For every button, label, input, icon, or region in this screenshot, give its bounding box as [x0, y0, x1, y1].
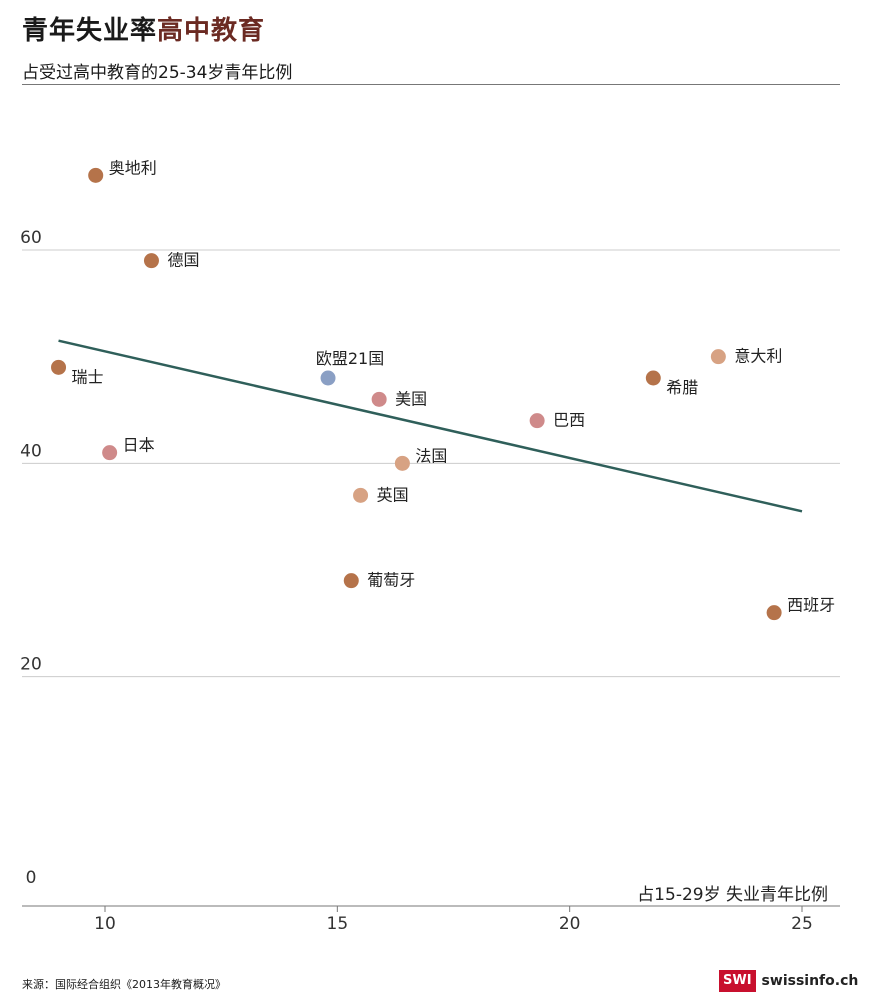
data-point	[88, 167, 104, 183]
chart-title: 青年失业率高中教育	[22, 10, 265, 47]
logo-mark: SWI	[719, 970, 756, 992]
data-point	[645, 370, 661, 386]
y-tick-label: 40	[20, 441, 42, 461]
point-label: 日本	[123, 436, 155, 455]
point-label: 巴西	[553, 411, 585, 430]
data-point	[766, 605, 782, 621]
data-point	[394, 455, 410, 471]
y-tick-label: 20	[20, 655, 42, 675]
point-label: 美国	[395, 389, 427, 408]
x-tick-label: 20	[559, 914, 581, 934]
point-label: 欧盟21国	[316, 349, 384, 368]
data-point	[102, 445, 118, 461]
source-note: 来源：国际经合组织《2013年教育概况》	[22, 978, 226, 991]
point-label: 德国	[167, 251, 199, 270]
data-point	[143, 253, 159, 269]
data-point	[710, 349, 726, 365]
data-point	[353, 487, 369, 503]
chart-subtitle: 占受过高中教育的25-34岁青年比例	[22, 63, 293, 83]
logo-text: swissinfo.ch	[761, 973, 859, 989]
x-tick-label: 25	[791, 914, 813, 934]
trend-line	[58, 339, 803, 513]
x-tick-label: 15	[327, 914, 349, 934]
point-label: 葡萄牙	[367, 571, 415, 590]
data-point	[343, 573, 359, 589]
title-rule	[22, 84, 840, 85]
point-label: 希腊	[666, 378, 698, 397]
y-tick-label: 60	[20, 228, 42, 248]
swissinfo-logo: SWI swissinfo.ch	[719, 969, 858, 993]
x-tick-label: 10	[94, 914, 116, 934]
data-point	[320, 370, 336, 386]
data-point	[371, 391, 387, 407]
point-label: 法国	[415, 446, 447, 465]
point-label: 英国	[377, 485, 409, 504]
point-label: 奥地利	[109, 158, 157, 177]
point-label: 意大利	[734, 347, 782, 366]
point-label: 瑞士	[72, 367, 104, 386]
data-point	[529, 413, 545, 429]
x-axis-label: 占15-29岁 失业青年比例	[637, 885, 828, 905]
title-main: 青年失业率	[22, 16, 158, 46]
data-point	[51, 359, 67, 375]
title-highlight: 高中教育	[157, 16, 266, 46]
y-tick-label: 0	[26, 868, 37, 888]
point-label: 西班牙	[787, 596, 835, 615]
